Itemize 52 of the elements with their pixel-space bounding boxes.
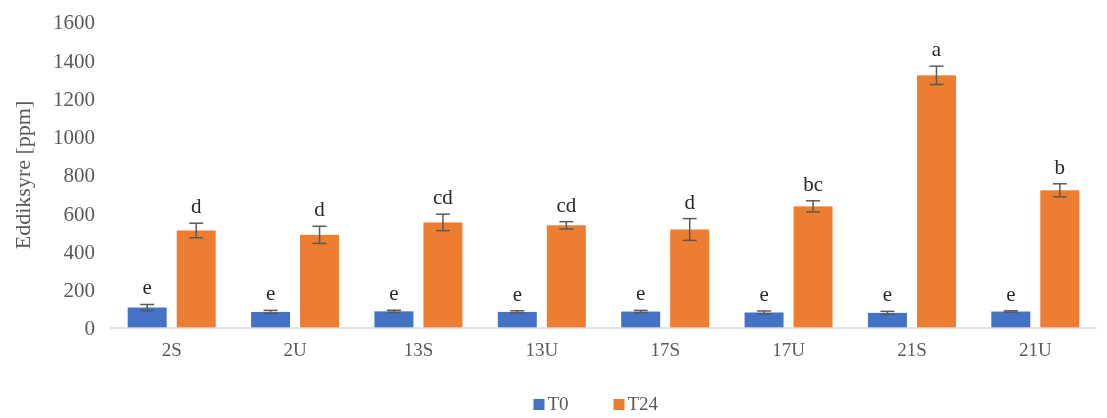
x-tick-label: 13S: [403, 339, 434, 360]
bar: [251, 311, 291, 328]
y-tick-label: 600: [63, 201, 95, 226]
data-label: e: [265, 281, 276, 306]
bar: [176, 230, 216, 328]
bar: [546, 225, 586, 328]
data-label: d: [684, 189, 696, 214]
x-tick-label: 2U: [283, 339, 307, 360]
y-tick-label: 400: [63, 239, 95, 264]
bar: [744, 312, 784, 328]
bar: [423, 222, 463, 328]
data-label: d: [190, 194, 202, 219]
data-label: bc: [803, 171, 823, 196]
data-label: e: [389, 281, 399, 306]
data-label: b: [1054, 154, 1066, 179]
bar: [374, 311, 414, 328]
legend-label: T24: [627, 393, 659, 414]
x-tick-label: 21S: [897, 339, 927, 360]
data-label: d: [314, 197, 326, 222]
y-tick-label: 0: [84, 316, 95, 341]
data-label: e: [882, 282, 893, 307]
y-tick-label: 200: [63, 278, 95, 303]
bar: [497, 311, 537, 328]
bar: [1040, 190, 1080, 328]
data-label: a: [931, 37, 942, 62]
bar: [793, 206, 833, 328]
data-label: e: [636, 281, 646, 306]
y-tick-label: 1200: [53, 86, 95, 111]
data-label: e: [1006, 281, 1016, 306]
bar: [916, 75, 956, 328]
bar: [300, 234, 340, 328]
y-axis-title: Eddiksyre [ppm]: [10, 100, 35, 250]
x-tick-label: 17U: [772, 339, 806, 360]
x-tick-label: 21U: [1018, 339, 1052, 360]
bar: [621, 311, 661, 328]
x-tick-label: 13U: [525, 339, 559, 360]
y-tick-label: 1000: [53, 125, 95, 150]
x-tick-label: 17S: [650, 339, 680, 360]
data-label: e: [512, 281, 522, 306]
y-tick-label: 1400: [53, 48, 95, 73]
data-label: cd: [433, 185, 454, 210]
data-label: cd: [556, 192, 577, 217]
bar: [991, 311, 1031, 328]
y-tick-label: 800: [63, 163, 95, 188]
bar: [670, 229, 710, 328]
data-label: e: [142, 275, 152, 300]
legend-label: T0: [547, 393, 569, 414]
bar: [867, 312, 907, 328]
x-tick-label: 2S: [161, 339, 182, 360]
bar: [127, 307, 167, 328]
y-tick-label: 1600: [53, 10, 95, 35]
data-label: e: [759, 281, 769, 306]
